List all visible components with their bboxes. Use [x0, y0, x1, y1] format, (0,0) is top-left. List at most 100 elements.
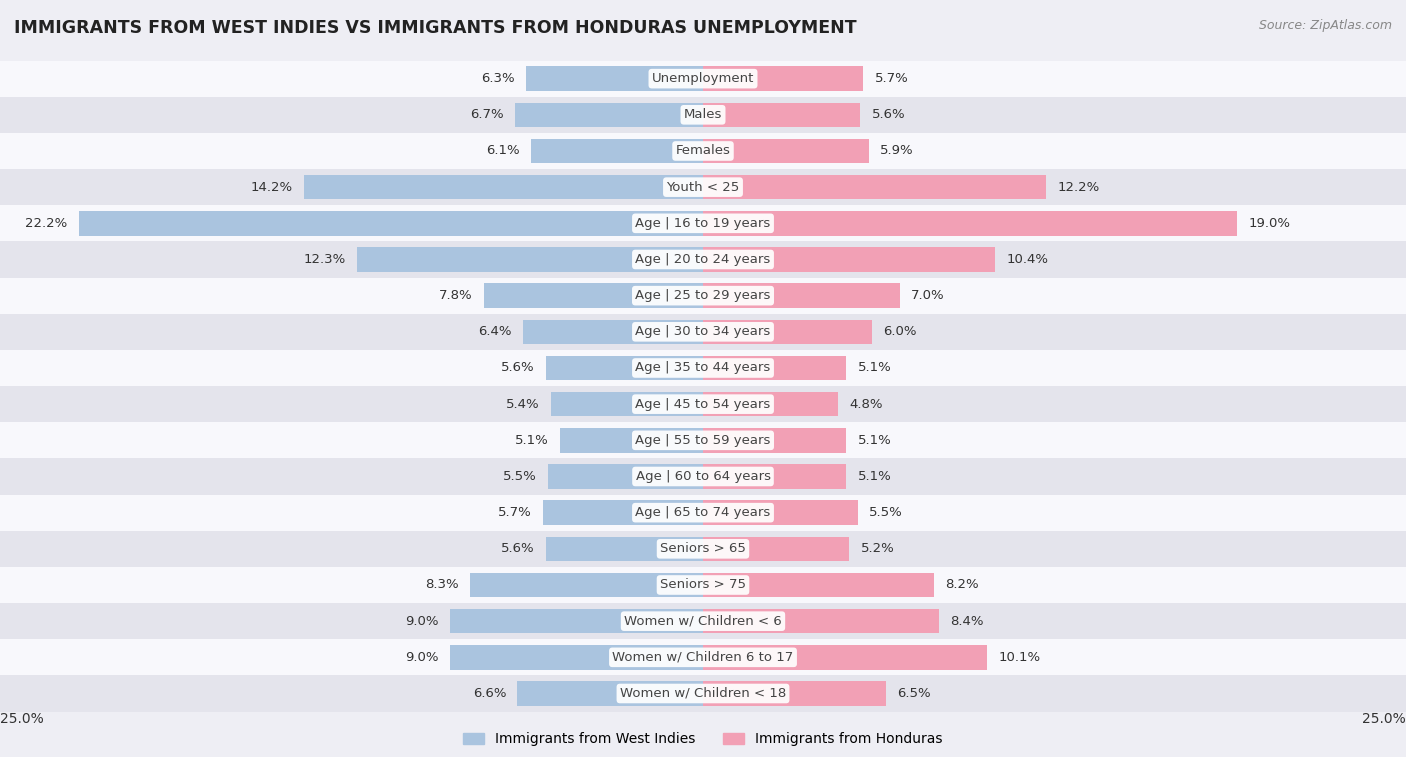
- Text: 25.0%: 25.0%: [0, 712, 44, 725]
- Text: Age | 16 to 19 years: Age | 16 to 19 years: [636, 217, 770, 230]
- Text: Age | 45 to 54 years: Age | 45 to 54 years: [636, 397, 770, 410]
- Text: Age | 65 to 74 years: Age | 65 to 74 years: [636, 506, 770, 519]
- Text: 9.0%: 9.0%: [405, 615, 439, 628]
- Text: 10.4%: 10.4%: [1007, 253, 1049, 266]
- Bar: [526, 67, 703, 91]
- Text: 10.1%: 10.1%: [998, 651, 1040, 664]
- Bar: [0, 241, 1406, 278]
- Bar: [523, 319, 703, 344]
- Bar: [703, 356, 846, 380]
- Bar: [79, 211, 703, 235]
- Bar: [703, 67, 863, 91]
- Bar: [0, 567, 1406, 603]
- Text: Females: Females: [675, 145, 731, 157]
- Text: Age | 20 to 24 years: Age | 20 to 24 years: [636, 253, 770, 266]
- Bar: [450, 645, 703, 670]
- Bar: [703, 681, 886, 706]
- Bar: [703, 500, 858, 525]
- Bar: [0, 205, 1406, 241]
- Bar: [560, 428, 703, 453]
- Bar: [484, 283, 703, 308]
- Text: 6.3%: 6.3%: [481, 72, 515, 85]
- Bar: [703, 573, 934, 597]
- Bar: [703, 609, 939, 634]
- Bar: [531, 139, 703, 164]
- Bar: [0, 459, 1406, 494]
- Text: 9.0%: 9.0%: [405, 651, 439, 664]
- Text: 5.9%: 5.9%: [880, 145, 914, 157]
- Bar: [450, 609, 703, 634]
- Text: 6.4%: 6.4%: [478, 326, 512, 338]
- Bar: [703, 102, 860, 127]
- Text: 8.4%: 8.4%: [950, 615, 984, 628]
- Text: 6.6%: 6.6%: [472, 687, 506, 700]
- Text: 4.8%: 4.8%: [849, 397, 883, 410]
- Text: 5.1%: 5.1%: [858, 362, 891, 375]
- Text: Seniors > 75: Seniors > 75: [659, 578, 747, 591]
- Bar: [0, 278, 1406, 313]
- Text: 5.7%: 5.7%: [875, 72, 908, 85]
- Bar: [0, 350, 1406, 386]
- Bar: [703, 139, 869, 164]
- Text: Age | 35 to 44 years: Age | 35 to 44 years: [636, 362, 770, 375]
- Bar: [0, 639, 1406, 675]
- Text: 5.1%: 5.1%: [858, 434, 891, 447]
- Bar: [703, 537, 849, 561]
- Text: 5.2%: 5.2%: [860, 542, 894, 556]
- Text: Seniors > 65: Seniors > 65: [659, 542, 747, 556]
- Text: 22.2%: 22.2%: [25, 217, 67, 230]
- Text: 6.1%: 6.1%: [486, 145, 520, 157]
- Text: 6.0%: 6.0%: [883, 326, 917, 338]
- Text: 5.4%: 5.4%: [506, 397, 540, 410]
- Bar: [703, 175, 1046, 199]
- Bar: [0, 169, 1406, 205]
- Bar: [703, 319, 872, 344]
- Text: 25.0%: 25.0%: [1362, 712, 1406, 725]
- Text: Age | 60 to 64 years: Age | 60 to 64 years: [636, 470, 770, 483]
- Bar: [0, 531, 1406, 567]
- Bar: [0, 603, 1406, 639]
- Bar: [703, 392, 838, 416]
- Bar: [515, 102, 703, 127]
- Text: 5.1%: 5.1%: [858, 470, 891, 483]
- Text: Women w/ Children 6 to 17: Women w/ Children 6 to 17: [613, 651, 793, 664]
- Text: 14.2%: 14.2%: [250, 181, 292, 194]
- Text: Youth < 25: Youth < 25: [666, 181, 740, 194]
- Bar: [0, 61, 1406, 97]
- Bar: [304, 175, 703, 199]
- Bar: [703, 283, 900, 308]
- Text: 7.0%: 7.0%: [911, 289, 945, 302]
- Text: Unemployment: Unemployment: [652, 72, 754, 85]
- Bar: [0, 313, 1406, 350]
- Bar: [548, 464, 703, 489]
- Text: Age | 30 to 34 years: Age | 30 to 34 years: [636, 326, 770, 338]
- Text: Males: Males: [683, 108, 723, 121]
- Text: Age | 25 to 29 years: Age | 25 to 29 years: [636, 289, 770, 302]
- Bar: [703, 645, 987, 670]
- Text: 5.6%: 5.6%: [872, 108, 905, 121]
- Bar: [703, 464, 846, 489]
- Text: 12.3%: 12.3%: [304, 253, 346, 266]
- Bar: [543, 500, 703, 525]
- Text: 6.5%: 6.5%: [897, 687, 931, 700]
- Legend: Immigrants from West Indies, Immigrants from Honduras: Immigrants from West Indies, Immigrants …: [463, 732, 943, 746]
- Bar: [0, 494, 1406, 531]
- Text: 5.6%: 5.6%: [501, 542, 534, 556]
- Text: IMMIGRANTS FROM WEST INDIES VS IMMIGRANTS FROM HONDURAS UNEMPLOYMENT: IMMIGRANTS FROM WEST INDIES VS IMMIGRANT…: [14, 19, 856, 37]
- Bar: [0, 133, 1406, 169]
- Bar: [703, 428, 846, 453]
- Bar: [470, 573, 703, 597]
- Text: 5.5%: 5.5%: [503, 470, 537, 483]
- Text: Age | 55 to 59 years: Age | 55 to 59 years: [636, 434, 770, 447]
- Bar: [703, 248, 995, 272]
- Text: 8.3%: 8.3%: [425, 578, 458, 591]
- Text: 5.5%: 5.5%: [869, 506, 903, 519]
- Bar: [517, 681, 703, 706]
- Bar: [0, 386, 1406, 422]
- Text: Women w/ Children < 18: Women w/ Children < 18: [620, 687, 786, 700]
- Text: 5.7%: 5.7%: [498, 506, 531, 519]
- Bar: [0, 675, 1406, 712]
- Text: 5.1%: 5.1%: [515, 434, 548, 447]
- Bar: [357, 248, 703, 272]
- Text: 5.6%: 5.6%: [501, 362, 534, 375]
